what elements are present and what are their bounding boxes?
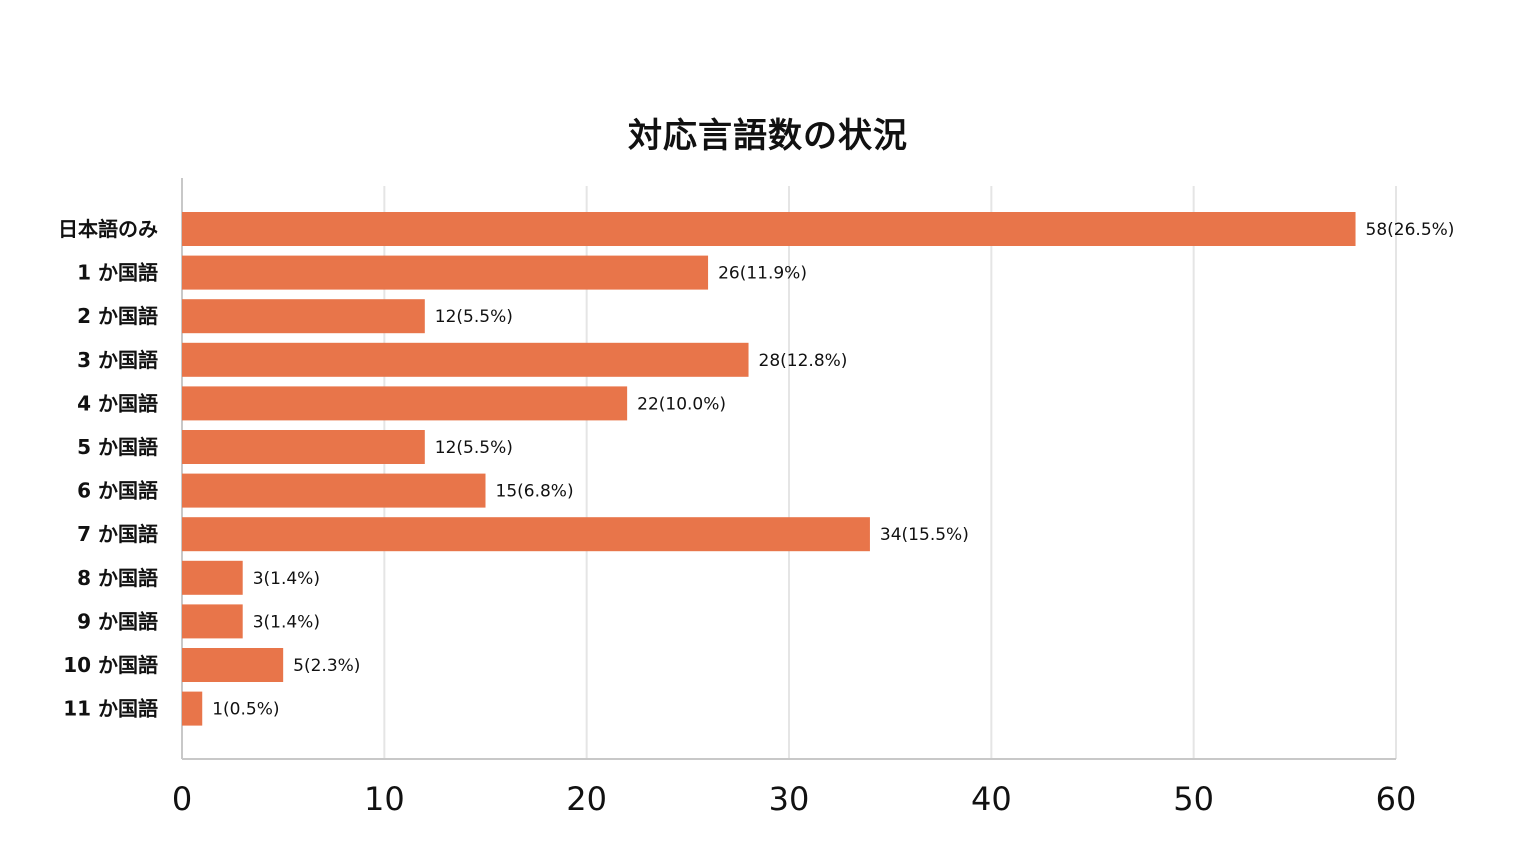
x-tick-label: 40	[971, 780, 1012, 818]
x-tick-label: 10	[364, 780, 405, 818]
bar-value-label: 28(12.8%)	[759, 351, 848, 371]
bar-value-label: 34(15.5%)	[880, 525, 969, 545]
chart-title: 対応言語数の状況	[628, 116, 908, 156]
category-label: 6 か国語	[77, 479, 158, 503]
bar	[182, 517, 870, 552]
bar-value-label: 12(5.5%)	[435, 307, 513, 327]
category-label: 7 か国語	[77, 522, 158, 546]
category-label: 2 か国語	[77, 304, 158, 328]
bar	[182, 299, 425, 334]
bar	[182, 604, 243, 639]
bar-value-label: 1(0.5%)	[212, 700, 279, 720]
bar-value-label: 3(1.4%)	[253, 612, 320, 632]
category-label: 11 か国語	[63, 697, 158, 721]
bar	[182, 342, 749, 377]
bar	[182, 430, 425, 464]
bar-value-label: 22(10.0%)	[637, 394, 726, 414]
bar	[182, 212, 1356, 246]
bar	[182, 560, 243, 595]
bar-value-label: 3(1.4%)	[253, 569, 320, 589]
category-label: 8 か国語	[77, 566, 158, 590]
x-tick-label: 20	[566, 780, 607, 818]
category-label: 5 か国語	[77, 435, 158, 459]
x-tick-label: 30	[769, 780, 810, 818]
category-label: 日本語のみ	[58, 217, 158, 241]
category-label: 9 か国語	[77, 609, 158, 633]
bar-value-label: 5(2.3%)	[293, 656, 360, 676]
bar-value-label: 58(26.5%)	[1366, 220, 1455, 240]
category-label: 10 か国語	[63, 653, 158, 677]
bar-value-label: 15(6.8%)	[496, 482, 574, 502]
category-label: 1 か国語	[77, 261, 158, 285]
bar-value-label: 12(5.5%)	[435, 438, 513, 458]
bar-value-label: 26(11.9%)	[718, 264, 807, 284]
category-label: 4 か国語	[77, 391, 158, 415]
category-label: 3 か国語	[77, 348, 158, 372]
bar	[182, 648, 284, 682]
x-tick-label: 0	[172, 780, 192, 818]
bar	[182, 691, 203, 726]
x-tick-label: 60	[1376, 780, 1417, 818]
bar	[182, 255, 709, 290]
bar	[182, 386, 628, 421]
x-tick-label: 50	[1173, 780, 1214, 818]
bar	[182, 473, 486, 508]
